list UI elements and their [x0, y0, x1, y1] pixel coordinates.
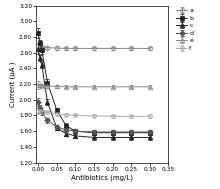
Legend: a, b, c, d, e, f: a, b, c, d, e, f	[175, 7, 194, 52]
Y-axis label: Current (μA ): Current (μA )	[10, 61, 16, 107]
X-axis label: Antibiotics (mg/L): Antibiotics (mg/L)	[71, 174, 133, 181]
